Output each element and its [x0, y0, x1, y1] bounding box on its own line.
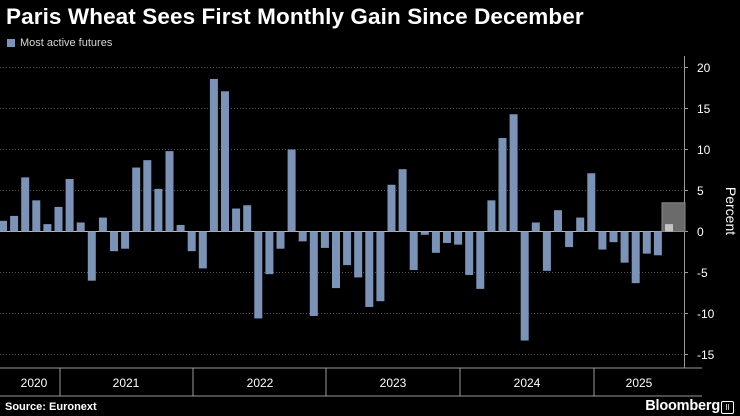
bar — [465, 231, 474, 275]
bar — [531, 222, 540, 232]
bar — [43, 224, 52, 232]
year-label: 2021 — [113, 376, 140, 390]
bar — [376, 231, 385, 302]
year-label: 2020 — [21, 376, 48, 390]
bar — [398, 169, 407, 232]
y-tick-label: 15 — [697, 102, 711, 116]
year-label: 2023 — [380, 376, 407, 390]
bar — [276, 231, 285, 249]
bar — [65, 179, 74, 232]
pause-badge-icon: ll — [721, 401, 734, 414]
bar — [365, 231, 374, 307]
bar — [332, 231, 340, 289]
bar — [76, 222, 85, 232]
bar — [298, 231, 307, 242]
bar — [343, 231, 352, 266]
bar — [487, 200, 496, 232]
y-tick-label: 5 — [697, 184, 704, 198]
bar — [454, 231, 463, 245]
bar — [620, 231, 629, 263]
year-label: 2025 — [626, 376, 653, 390]
bar — [10, 215, 19, 232]
bar — [443, 231, 451, 243]
bar — [598, 231, 607, 250]
bar — [198, 231, 207, 269]
bar — [54, 206, 63, 232]
year-label: 2024 — [514, 376, 541, 390]
source-note: Source: Euronext — [5, 401, 97, 413]
bar — [254, 231, 263, 319]
y-tick-label: -15 — [697, 348, 715, 362]
bar — [221, 91, 229, 232]
bar — [354, 231, 363, 278]
bar — [554, 210, 562, 232]
bar — [409, 231, 418, 271]
bar — [243, 205, 252, 232]
bar — [309, 231, 318, 316]
bar — [187, 231, 196, 252]
bar — [32, 200, 41, 232]
y-axis-label: Percent — [723, 187, 739, 235]
bar — [320, 231, 329, 248]
legend-swatch — [7, 39, 15, 47]
bar — [576, 217, 585, 232]
bar — [653, 231, 662, 256]
bar — [565, 231, 574, 248]
year-label: 2022 — [247, 376, 274, 390]
legend-label: Most active futures — [20, 37, 113, 49]
bar — [631, 231, 640, 284]
bar — [209, 78, 218, 232]
bar — [387, 184, 396, 232]
bar — [509, 114, 518, 232]
bar — [132, 167, 141, 232]
legend: Most active futures — [7, 37, 112, 49]
bar — [165, 151, 174, 232]
bar — [431, 231, 440, 253]
bar — [0, 220, 7, 232]
bar — [542, 231, 551, 271]
bar — [21, 177, 30, 232]
bar — [609, 231, 618, 243]
bar — [121, 231, 130, 249]
bar — [232, 208, 241, 232]
bar-latest — [665, 224, 673, 232]
chart-title: Paris Wheat Sees First Monthly Gain Sinc… — [6, 4, 584, 29]
bar — [87, 231, 96, 281]
bar — [110, 231, 118, 252]
bar — [265, 231, 274, 275]
bar — [143, 160, 152, 232]
bar — [520, 231, 529, 341]
bar — [420, 231, 429, 235]
bloomberg-logo: Bloomberg — [645, 398, 720, 414]
bar — [587, 173, 596, 232]
bar — [287, 149, 296, 232]
y-tick-label: -5 — [697, 266, 708, 280]
y-tick-label: 20 — [697, 61, 711, 75]
y-tick-label: -10 — [697, 307, 715, 321]
y-tick-label: 0 — [697, 225, 704, 239]
bar — [642, 231, 651, 254]
bar — [498, 138, 507, 232]
bar — [98, 217, 107, 232]
bar — [154, 188, 163, 232]
bar — [176, 224, 185, 232]
bar — [476, 231, 485, 289]
y-tick-label: 10 — [697, 143, 711, 157]
